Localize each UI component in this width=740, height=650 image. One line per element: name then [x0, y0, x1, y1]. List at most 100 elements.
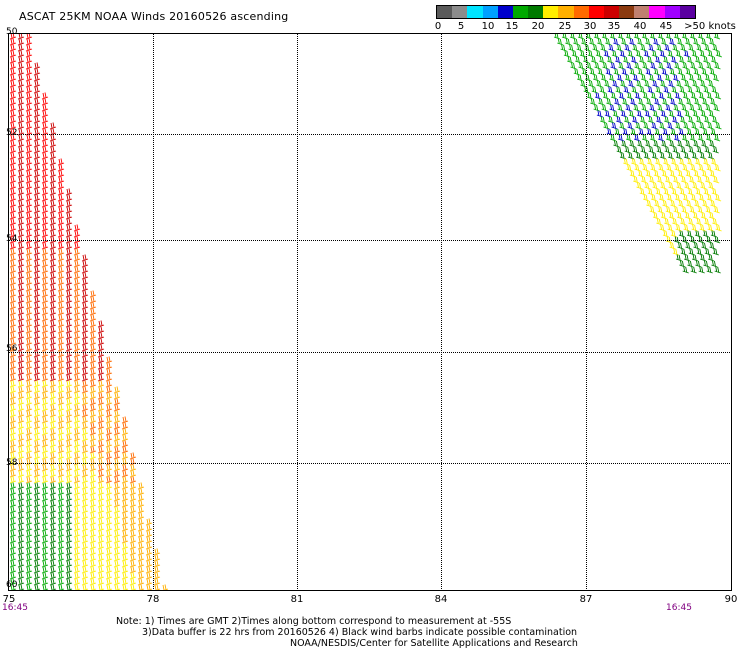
wind-barb	[129, 512, 137, 520]
wind-barb	[600, 44, 607, 52]
wind-barb	[661, 68, 668, 76]
wind-barb	[25, 518, 33, 526]
wind-barb	[665, 33, 673, 40]
wind-barb	[673, 176, 680, 184]
wind-barb	[685, 242, 692, 250]
colorbar-label: 15	[505, 21, 519, 32]
wind-barb	[712, 74, 720, 82]
wind-barb	[113, 554, 121, 562]
wind-barb	[73, 530, 81, 538]
wind-barb	[25, 350, 33, 358]
wind-barb	[9, 368, 17, 376]
wind-barb	[712, 218, 719, 226]
wind-barb	[9, 428, 17, 436]
wind-barb	[105, 464, 113, 472]
wind-barb	[573, 38, 580, 46]
wind-barb	[33, 74, 41, 82]
wind-barb	[105, 584, 113, 591]
wind-barb	[701, 140, 708, 148]
wind-barb	[33, 158, 41, 166]
wind-barb	[17, 386, 25, 394]
wind-barb	[671, 188, 678, 196]
wind-barb	[105, 440, 113, 448]
wind-barb	[89, 380, 97, 388]
wind-barb	[632, 74, 640, 82]
wind-barb	[105, 488, 113, 496]
footnotes: Note: 1) Times are GMT 2)Times along bot…	[116, 616, 578, 649]
wind-barb	[145, 536, 153, 544]
wind-barb	[33, 392, 41, 400]
wind-barb	[25, 56, 33, 64]
wind-barb	[17, 122, 25, 130]
wind-barb	[57, 398, 65, 406]
wind-barb	[25, 140, 33, 148]
wind-barb	[73, 560, 81, 568]
wind-barb	[105, 398, 113, 406]
wind-barb	[17, 422, 25, 430]
wind-barb	[73, 380, 81, 388]
wind-barb	[33, 140, 41, 148]
wind-barb	[57, 326, 65, 334]
wind-barb	[89, 518, 97, 526]
gridline-lat-58	[8, 463, 732, 464]
wind-barb	[672, 116, 679, 124]
wind-barb	[17, 104, 25, 112]
wind-barb	[635, 152, 643, 160]
wind-barb	[659, 224, 666, 232]
wind-barb	[589, 68, 596, 76]
wind-barb	[678, 200, 685, 208]
wind-barb	[17, 218, 25, 226]
wind-barb	[649, 104, 656, 112]
wind-barb	[81, 464, 89, 472]
wind-barb	[624, 146, 631, 154]
wind-barb	[145, 560, 153, 568]
wind-barb	[709, 68, 716, 76]
wind-barb	[9, 536, 17, 544]
wind-barb	[577, 33, 585, 40]
wind-barb	[89, 362, 97, 370]
wind-barb	[73, 320, 81, 328]
wind-barb	[17, 344, 25, 352]
wind-barb	[89, 416, 97, 424]
wind-barb	[97, 512, 105, 520]
wind-barb	[121, 542, 129, 550]
wind-barb	[642, 164, 649, 172]
wind-barb	[81, 320, 89, 328]
wind-barb	[684, 212, 692, 220]
wind-barb	[153, 560, 161, 568]
wind-barb	[636, 182, 643, 190]
wind-barb	[73, 428, 81, 436]
wind-barb	[25, 188, 33, 196]
wind-barb	[57, 512, 65, 520]
wind-barb	[616, 44, 623, 52]
wind-barb	[57, 452, 65, 460]
wind-barb	[625, 134, 633, 142]
wind-barb	[41, 452, 49, 460]
wind-barb	[65, 266, 73, 274]
wind-barb	[121, 524, 129, 532]
wind-barb	[33, 320, 41, 328]
colorbar-label: 10	[481, 21, 495, 32]
wind-barb	[81, 380, 89, 388]
wind-barb	[49, 530, 57, 538]
wind-barb	[620, 110, 628, 118]
wind-barb	[586, 62, 593, 70]
wind-barb	[105, 380, 113, 388]
wind-barb	[57, 230, 65, 238]
wind-barb	[129, 542, 137, 550]
wind-barb	[73, 242, 81, 250]
wind-barb	[33, 374, 41, 382]
wind-barb	[81, 566, 89, 574]
wind-barb	[659, 50, 667, 58]
wind-barb	[97, 494, 105, 502]
wind-barb	[705, 104, 712, 112]
wind-barb	[73, 500, 81, 508]
wind-barb	[666, 164, 673, 172]
wind-barb	[73, 368, 81, 376]
wind-barb	[49, 554, 57, 562]
wind-barb	[113, 464, 121, 472]
wind-barb	[121, 458, 129, 466]
wind-barb	[57, 194, 65, 202]
wind-barb	[689, 33, 697, 40]
wind-barb	[49, 494, 57, 502]
